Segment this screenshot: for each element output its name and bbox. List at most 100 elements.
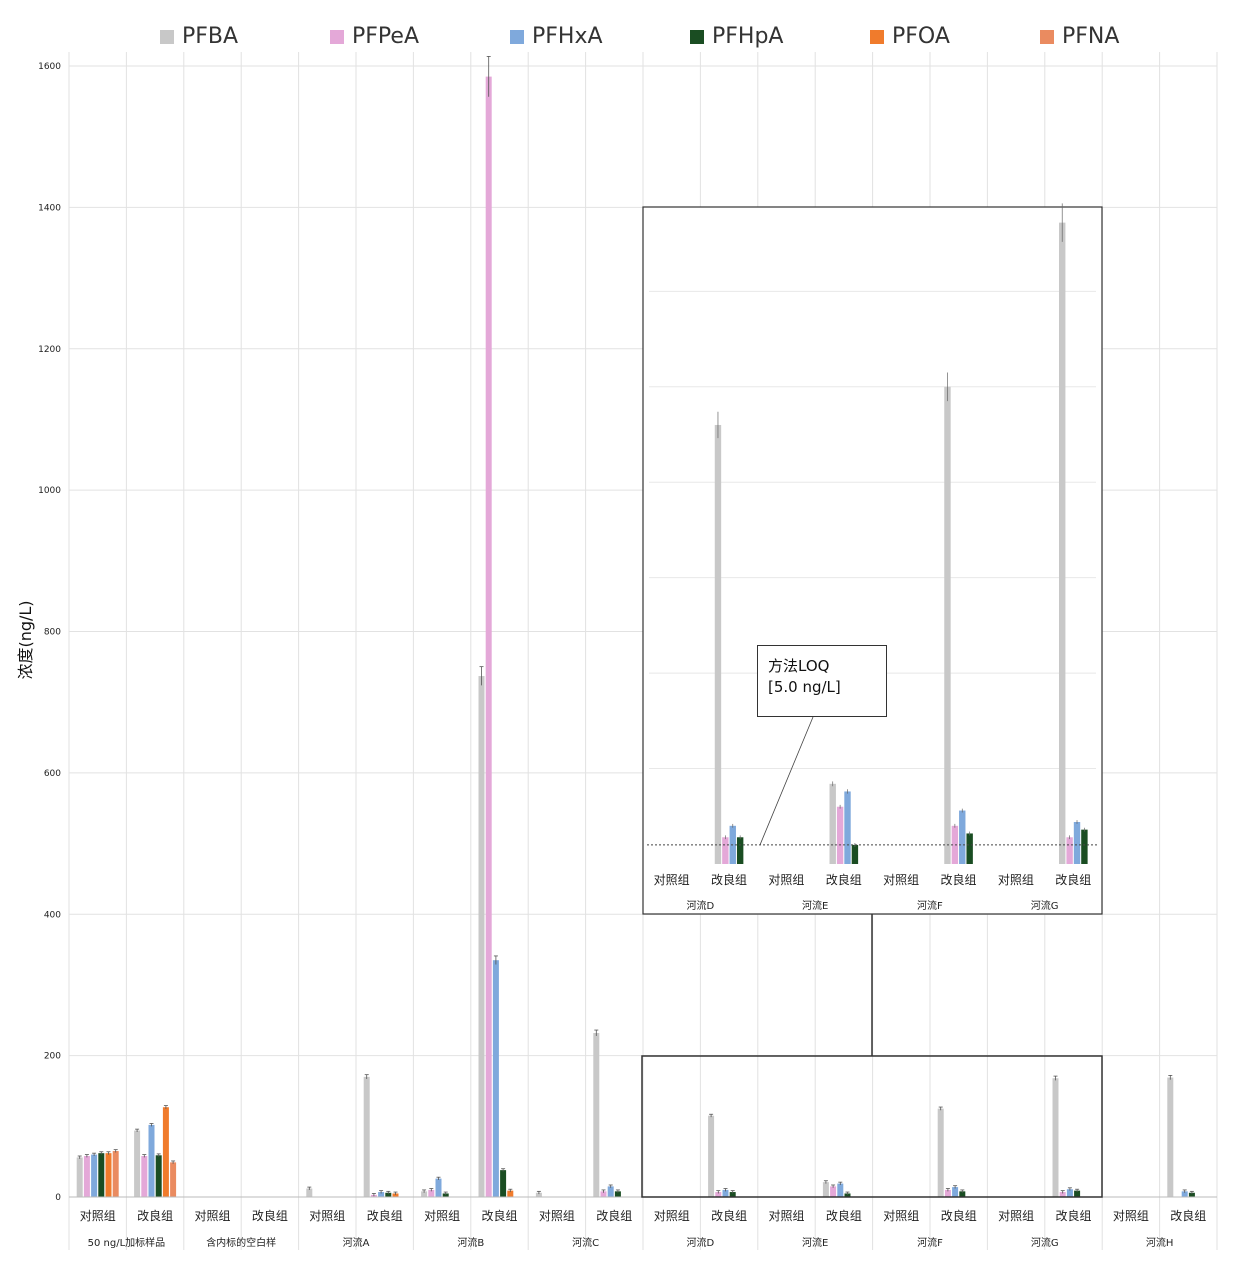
- bar: [944, 1189, 951, 1197]
- inset-subgroup-label: 对照组: [768, 873, 804, 887]
- legend-item: PFHpA: [690, 24, 783, 49]
- bar: [1059, 1192, 1066, 1197]
- x-subgroup-label: 对照组: [654, 1209, 690, 1223]
- inset-group-label: 河流G: [1031, 899, 1059, 912]
- y-axis-label: 浓度(ng/L): [16, 600, 35, 680]
- legend-label: PFBA: [182, 24, 239, 49]
- inset-subgroup-label: 改良组: [711, 872, 747, 887]
- bar: [485, 76, 492, 1197]
- inset-subgroup-label: 对照组: [883, 873, 919, 887]
- bar: [959, 1191, 966, 1197]
- x-group-label: 河流F: [917, 1236, 943, 1249]
- legend-swatch: [160, 29, 174, 44]
- bar: [1052, 1078, 1059, 1197]
- x-subgroup-label: 改良组: [252, 1208, 288, 1223]
- inset-group-label: 河流E: [802, 899, 828, 912]
- y-tick-label: 1400: [38, 203, 61, 213]
- loq-callout: 方法LOQ [5.0 ng/L]: [757, 645, 887, 717]
- inset-bar: [1059, 222, 1066, 864]
- inset-bar: [851, 844, 859, 864]
- bar: [593, 1033, 600, 1197]
- x-subgroup-label: 改良组: [367, 1208, 403, 1223]
- bar: [170, 1162, 177, 1197]
- x-subgroup-label: 对照组: [309, 1209, 345, 1223]
- inset-bar: [829, 783, 836, 864]
- inset-frame: [642, 206, 1103, 915]
- bar: [729, 1192, 736, 1197]
- inset-subgroup-label: 对照组: [654, 873, 690, 887]
- bar: [535, 1192, 542, 1197]
- x-subgroup-label: 对照组: [883, 1209, 919, 1223]
- bar: [1066, 1189, 1073, 1197]
- inset-bar: [1073, 822, 1081, 864]
- inset-bar: [722, 837, 729, 864]
- y-tick-label: 600: [44, 769, 61, 779]
- x-subgroup-label: 改良组: [711, 1208, 747, 1223]
- x-subgroup-label: 对照组: [1113, 1209, 1149, 1223]
- x-subgroup-label: 对照组: [80, 1209, 116, 1223]
- inset-bar: [736, 837, 744, 864]
- bar: [844, 1193, 851, 1197]
- loq-pointer: [759, 716, 814, 846]
- inset-bar: [1066, 837, 1073, 864]
- bar: [1188, 1192, 1195, 1197]
- inset-bar: [966, 833, 973, 864]
- bar: [1167, 1077, 1174, 1197]
- inset-bar: [714, 424, 722, 864]
- x-subgroup-label: 对照组: [194, 1209, 230, 1223]
- bar: [363, 1076, 370, 1197]
- y-tick-label: 0: [55, 1193, 61, 1203]
- bar: [105, 1153, 112, 1197]
- bar: [507, 1190, 514, 1197]
- legend-item: PFPeA: [330, 24, 419, 49]
- bar: [378, 1192, 385, 1197]
- bar: [478, 676, 485, 1197]
- legend-item: PFNA: [1040, 24, 1119, 49]
- bar: [442, 1193, 449, 1197]
- y-tick-label: 1000: [38, 486, 61, 496]
- x-subgroup-label: 对照组: [998, 1209, 1034, 1223]
- bar: [952, 1187, 959, 1197]
- legend-item: PFBA: [160, 24, 238, 49]
- x-subgroup-label: 改良组: [1055, 1208, 1091, 1223]
- x-group-label: 河流H: [1146, 1236, 1174, 1249]
- legend-label: PFNA: [1062, 24, 1120, 49]
- x-group-label: 河流E: [802, 1236, 828, 1249]
- bar: [98, 1153, 105, 1197]
- bar: [600, 1191, 607, 1197]
- bar: [155, 1155, 162, 1197]
- inset-group-label: 河流D: [687, 899, 715, 912]
- inset-subgroup-label: 对照组: [998, 873, 1034, 887]
- bar: [112, 1151, 119, 1197]
- x-group-label: 河流B: [457, 1236, 484, 1249]
- x-subgroup-label: 对照组: [424, 1209, 460, 1223]
- y-tick-label: 400: [44, 910, 61, 920]
- x-subgroup-label: 改良组: [941, 1208, 977, 1223]
- inset-bar: [944, 386, 951, 864]
- inset-bar: [836, 806, 844, 864]
- bar: [134, 1130, 141, 1197]
- bar: [708, 1115, 715, 1197]
- x-group-label: 河流G: [1031, 1236, 1059, 1249]
- x-subgroup-label: 改良组: [596, 1208, 632, 1223]
- bar: [306, 1188, 313, 1197]
- bar: [421, 1191, 428, 1197]
- bar: [830, 1186, 837, 1197]
- bar: [392, 1193, 399, 1197]
- legend-swatch: [870, 29, 884, 44]
- x-subgroup-label: 改良组: [137, 1208, 173, 1223]
- x-group-label: 河流D: [687, 1236, 715, 1249]
- inset-bar: [844, 791, 851, 864]
- legend-label: PFHxA: [532, 24, 603, 49]
- legend-label: PFPeA: [352, 24, 419, 49]
- y-tick-label: 1200: [38, 345, 61, 355]
- x-subgroup-label: 对照组: [539, 1209, 575, 1223]
- loq-callout-line2: [5.0 ng/L]: [768, 678, 841, 696]
- x-group-label: 河流A: [343, 1236, 370, 1249]
- bar: [492, 960, 499, 1197]
- x-subgroup-label: 改良组: [826, 1208, 862, 1223]
- bar: [715, 1192, 722, 1197]
- inset-bar: [951, 825, 959, 864]
- bar: [435, 1178, 442, 1197]
